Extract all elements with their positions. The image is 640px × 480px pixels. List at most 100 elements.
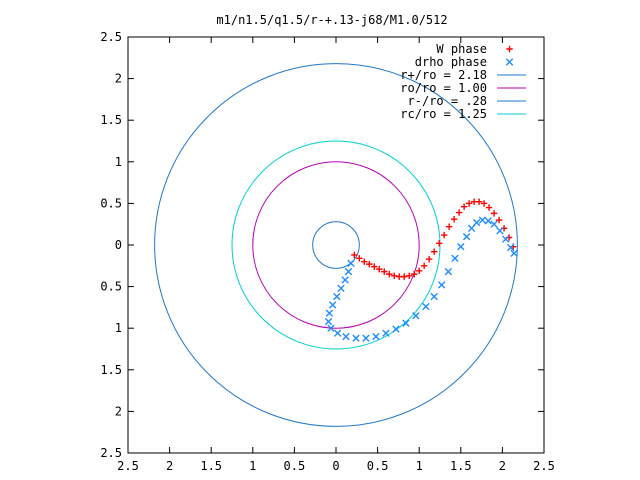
series-1-point-24	[462, 232, 471, 241]
series-1-point-8	[327, 324, 335, 332]
series-1-point-27	[478, 216, 487, 224]
y-tick-label-5: 0	[115, 238, 122, 252]
series-0-point-1	[356, 255, 363, 262]
y-tick-label-10: 2.5	[100, 446, 122, 460]
series-1-point-2	[341, 276, 349, 284]
series-0-point-17	[435, 240, 443, 247]
series-0-point-15	[425, 255, 433, 263]
series-0-point-11	[406, 272, 413, 279]
series-0-point-22	[460, 203, 468, 210]
axis-ticks: 2.5 2 1.5 1 0.5 0 0.5 1 1.5 2 2.52.521.510.500.511…	[100, 30, 555, 473]
series-1-point-18	[422, 302, 430, 311]
series-1-point-25	[467, 224, 476, 233]
series-0-point-6	[381, 268, 388, 275]
series-1-point-11	[352, 334, 360, 342]
legend-label-4: r-/ro = .28	[408, 94, 487, 108]
x-tick-label-2: 1.5	[200, 459, 222, 473]
series-0-point-27	[485, 204, 493, 211]
series-0-point-21	[455, 209, 463, 216]
x-tick-label-9: 2	[499, 459, 506, 473]
y-tick-label-7: 1	[115, 321, 122, 335]
legend-label-1: drho phase	[415, 55, 487, 69]
series-0-point-4	[371, 263, 378, 270]
x-tick-label-1: 2	[166, 459, 173, 473]
series-0-point-12	[411, 270, 418, 278]
reference-circle-0	[154, 63, 518, 427]
reference-circles	[154, 63, 518, 427]
series-1-point-10	[342, 332, 350, 341]
y-tick-label-6: 0.5	[100, 280, 122, 294]
x-tick-label-7: 1	[416, 459, 423, 473]
series-1-point-23	[457, 242, 465, 251]
series-0-point-10	[401, 273, 408, 280]
legend-marker-0	[506, 45, 513, 53]
legend-label-5: rc/ro = 1.25	[400, 107, 487, 121]
series-1-point-14	[382, 329, 390, 337]
x-tick-label-10: 2.5	[533, 459, 555, 473]
x-tick-label-5: 0	[332, 459, 339, 473]
reference-circle-2	[312, 221, 360, 269]
series-0	[351, 198, 517, 280]
series-1-point-12	[362, 334, 370, 342]
series-1-point-3	[337, 284, 345, 292]
series-0-point-29	[495, 216, 503, 224]
series-1-point-21	[444, 267, 453, 276]
series-1-point-30	[496, 227, 504, 235]
series-1	[324, 216, 518, 342]
series-0-point-7	[386, 270, 393, 278]
y-tick-label-1: 2	[115, 72, 122, 86]
series-0-point-13	[416, 267, 423, 274]
series-0-point-23	[465, 200, 473, 207]
series-0-point-28	[490, 210, 498, 217]
series-0-point-0	[351, 251, 358, 259]
series-0-point-2	[361, 258, 368, 265]
series-1-point-4	[333, 292, 341, 301]
series-1-point-0	[347, 259, 355, 267]
x-tick-label-8: 1.5	[450, 459, 472, 473]
series-0-point-25	[475, 198, 483, 205]
series-0-point-19	[445, 223, 453, 230]
series-1-point-15	[392, 325, 400, 333]
y-tick-label-8: 1.5	[100, 363, 122, 377]
y-tick-label-2: 1.5	[100, 113, 122, 127]
legend-label-0: W phase	[436, 42, 487, 56]
y-tick-label-4: 0.5	[100, 196, 122, 210]
series-0-point-8	[391, 272, 398, 279]
legend-label-3: ro/ro = 1.00	[400, 81, 487, 95]
y-tick-label-9: 2	[115, 404, 122, 418]
series-0-point-5	[376, 265, 383, 273]
series-1-point-22	[451, 254, 459, 263]
y-tick-label-0: 2.5	[100, 30, 122, 44]
series-1-point-17	[412, 312, 420, 320]
series-1-point-29	[490, 220, 498, 228]
series-1-point-13	[372, 332, 380, 341]
series-0-point-26	[480, 200, 488, 207]
x-tick-label-0: 2.5	[117, 459, 139, 473]
series-1-point-20	[437, 281, 446, 289]
series-1-point-19	[430, 292, 438, 301]
chart-title: m1/n1.5/q1.5/r-+.13-j68/M1.0/512	[216, 13, 447, 27]
series-1-point-32	[507, 243, 515, 252]
series-0-point-16	[430, 248, 438, 255]
x-tick-label-3: 1	[249, 459, 256, 473]
series-1-point-16	[402, 319, 410, 327]
series-1-point-31	[502, 235, 510, 243]
series-1-point-5	[328, 301, 337, 309]
series-0-point-18	[440, 231, 448, 239]
series-0-point-14	[420, 262, 428, 269]
series-1-point-26	[472, 218, 481, 227]
legend-marker-1	[505, 58, 514, 66]
series-1-point-6	[325, 309, 334, 317]
x-tick-label-6: 0.5	[367, 459, 389, 473]
y-tick-label-3: 1	[115, 155, 122, 169]
series-1-point-33	[510, 249, 518, 258]
series-1-point-7	[324, 317, 333, 326]
reference-circle-3	[231, 140, 441, 350]
series-1-point-1	[344, 267, 353, 276]
series-1-point-9	[333, 329, 342, 337]
reference-circle-1	[252, 161, 420, 329]
series-1-point-28	[484, 217, 492, 225]
series-0-point-3	[366, 260, 373, 268]
